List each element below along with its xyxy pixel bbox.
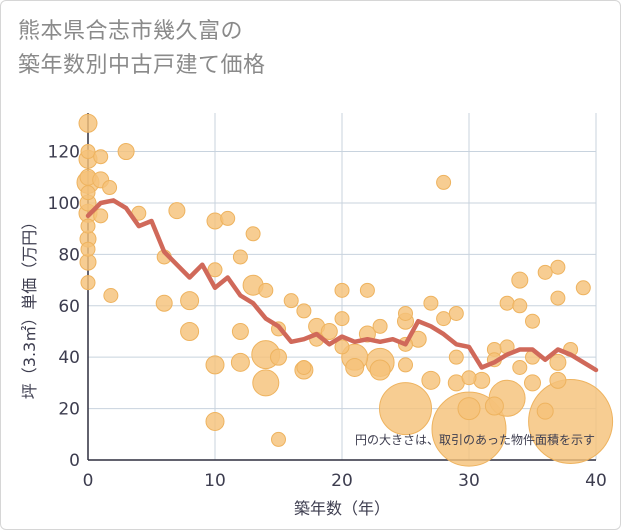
- transaction-bubble-91: [537, 264, 553, 280]
- transaction-bubble-73: [372, 318, 388, 334]
- transaction-bubble-12: [78, 113, 98, 133]
- x-axis-label: 築年数（年）: [294, 499, 390, 518]
- transaction-bubble-46: [549, 371, 567, 389]
- transaction-bubble-9: [457, 397, 481, 421]
- transaction-bubble-22: [421, 370, 441, 390]
- y-tick-60: 60: [58, 297, 80, 317]
- transaction-bubble-67: [296, 359, 312, 375]
- transaction-bubble-48: [80, 185, 96, 201]
- average-price-line-group: [85, 198, 599, 373]
- transaction-bubble-33: [231, 322, 249, 340]
- transaction-bubble-2: [379, 382, 432, 436]
- transaction-bubble-23: [484, 396, 504, 416]
- transaction-bubble-76: [398, 357, 413, 373]
- transaction-bubble-44: [536, 402, 554, 420]
- transaction-bubble-61: [245, 226, 261, 242]
- transaction-bubble-32: [206, 212, 224, 230]
- transaction-bubble-85: [499, 295, 515, 311]
- transaction-bubble-6: [252, 369, 280, 397]
- y-tick-20: 20: [58, 400, 80, 420]
- transaction-bubble-53: [93, 208, 109, 224]
- transaction-bubble-34: [270, 348, 287, 366]
- transaction-bubble-74: [398, 305, 413, 321]
- transaction-bubble-72: [359, 282, 375, 298]
- x-tick-10: 10: [204, 471, 226, 491]
- transaction-bubble-77: [423, 295, 439, 311]
- transaction-bubble-18: [230, 352, 250, 372]
- transaction-bubble-16: [180, 321, 200, 341]
- transaction-bubble-80: [448, 305, 464, 321]
- transaction-bubble-70: [334, 311, 350, 327]
- transaction-bubble-45: [549, 353, 567, 371]
- transaction-bubble-81: [448, 349, 464, 365]
- transaction-bubble-82: [461, 370, 477, 386]
- average-price-line: [85, 198, 599, 373]
- transaction-bubble-51: [80, 275, 96, 291]
- transaction-bubble-92: [550, 259, 566, 275]
- axis-ticks: 0 10 20 30 40 0 20 40 60 80 100 120: [48, 143, 607, 491]
- transaction-bubble-93: [550, 290, 566, 306]
- y-tick-100: 100: [48, 194, 80, 214]
- transaction-bubble-59: [207, 262, 223, 278]
- chart-title: 熊本県合志市幾久富の 築年数別中古戸建て価格: [18, 15, 266, 83]
- transaction-bubble-87: [512, 298, 528, 314]
- y-tick-40: 40: [58, 348, 80, 368]
- transaction-bubble-43: [524, 374, 541, 392]
- transaction-bubble-50: [80, 241, 96, 257]
- x-tick-0: 0: [83, 471, 94, 491]
- transaction-bubble-41: [473, 371, 491, 389]
- x-tick-20: 20: [331, 471, 353, 491]
- transaction-bubble-0: [528, 378, 614, 464]
- transaction-bubble-11: [369, 359, 391, 381]
- transaction-bubble-52: [93, 149, 109, 165]
- y-tick-0: 0: [69, 451, 80, 471]
- transaction-bubble-36: [320, 322, 338, 340]
- transaction-bubble-89: [525, 313, 540, 329]
- transaction-bubble-71: [334, 339, 350, 355]
- y-axis-label: 坪（3.3㎡）単価（万円）: [20, 214, 39, 399]
- transaction-bubble-54: [102, 180, 118, 196]
- y-tick-120: 120: [48, 143, 80, 163]
- transaction-bubble-60: [232, 249, 248, 265]
- transaction-bubble-55: [103, 287, 119, 303]
- transaction-bubble-66: [296, 303, 312, 319]
- transaction-bubble-69: [334, 282, 350, 298]
- chart-title-line-2: 築年数別中古戸建て価格: [18, 53, 266, 78]
- transaction-bubble-62: [258, 282, 274, 298]
- transaction-bubble-78: [436, 174, 452, 190]
- transaction-bubble-65: [283, 293, 299, 309]
- transaction-bubble-47: [80, 144, 96, 160]
- transaction-bubble-79: [436, 311, 452, 327]
- x-tick-40: 40: [585, 471, 607, 491]
- transaction-bubble-17: [205, 355, 225, 375]
- transaction-bubble-64: [271, 431, 286, 447]
- transaction-bubble-49: [80, 218, 96, 234]
- transaction-bubble-42: [511, 271, 529, 289]
- bubble-size-note: 円の大きさは、取引のあった物件面積を示す: [355, 432, 595, 447]
- x-tick-30: 30: [458, 471, 480, 491]
- transaction-bubble-31: [168, 202, 186, 220]
- transaction-bubble-58: [220, 210, 236, 226]
- transaction-bubble-21: [345, 357, 365, 377]
- transaction-bubbles: [76, 113, 614, 467]
- transaction-bubble-95: [575, 280, 591, 296]
- chart-title-line-1: 熊本県合志市幾久富の: [18, 19, 244, 44]
- transaction-bubble-19: [205, 411, 225, 431]
- transaction-bubble-30: [155, 294, 173, 312]
- transaction-bubble-15: [180, 291, 200, 311]
- transaction-bubble-29: [117, 143, 135, 161]
- y-tick-80: 80: [58, 245, 80, 265]
- transaction-bubble-88: [512, 359, 528, 375]
